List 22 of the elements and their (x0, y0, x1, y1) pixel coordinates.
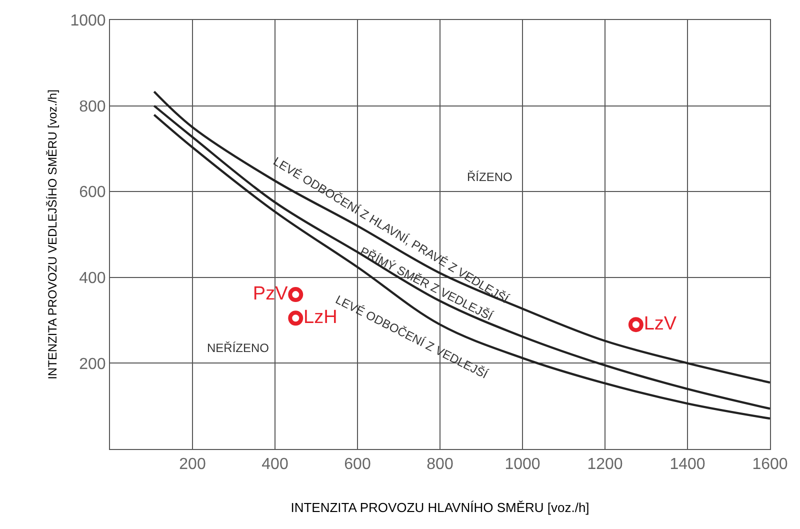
x-tick-label: 200 (179, 456, 206, 474)
x-tick-label: 1600 (752, 456, 788, 474)
y-tick-label: 400 (79, 270, 106, 287)
point (288, 287, 304, 302)
point (288, 310, 304, 326)
x-tick-label: 1400 (670, 456, 706, 474)
point (628, 317, 644, 332)
x-tick-label: 600 (344, 456, 371, 474)
y-axis-title: INTENZITA PROVOZU VEDLEJŠÍHO SMĚRU [voz./h] (46, 90, 60, 380)
annotation: ŘÍZENO (467, 170, 512, 184)
x-tick-label: 1000 (504, 456, 540, 474)
y-tick-label: 200 (79, 356, 106, 373)
series-label: LzH (304, 306, 338, 328)
y-tick-label: 1000 (70, 12, 106, 30)
x-axis-title: INTENZITA PROVOZU HLAVNÍHO SMĚRU [voz./h] (290, 500, 590, 515)
series-label: LzV (644, 313, 677, 334)
y-tick-label: 600 (79, 184, 106, 202)
x-tick-label: 1200 (587, 456, 623, 474)
y-tick-label: 800 (79, 98, 106, 116)
annotation: NEŘÍZENO (207, 341, 270, 355)
x-tick-label: 400 (262, 456, 288, 474)
x-tick-label: 800 (426, 456, 454, 474)
